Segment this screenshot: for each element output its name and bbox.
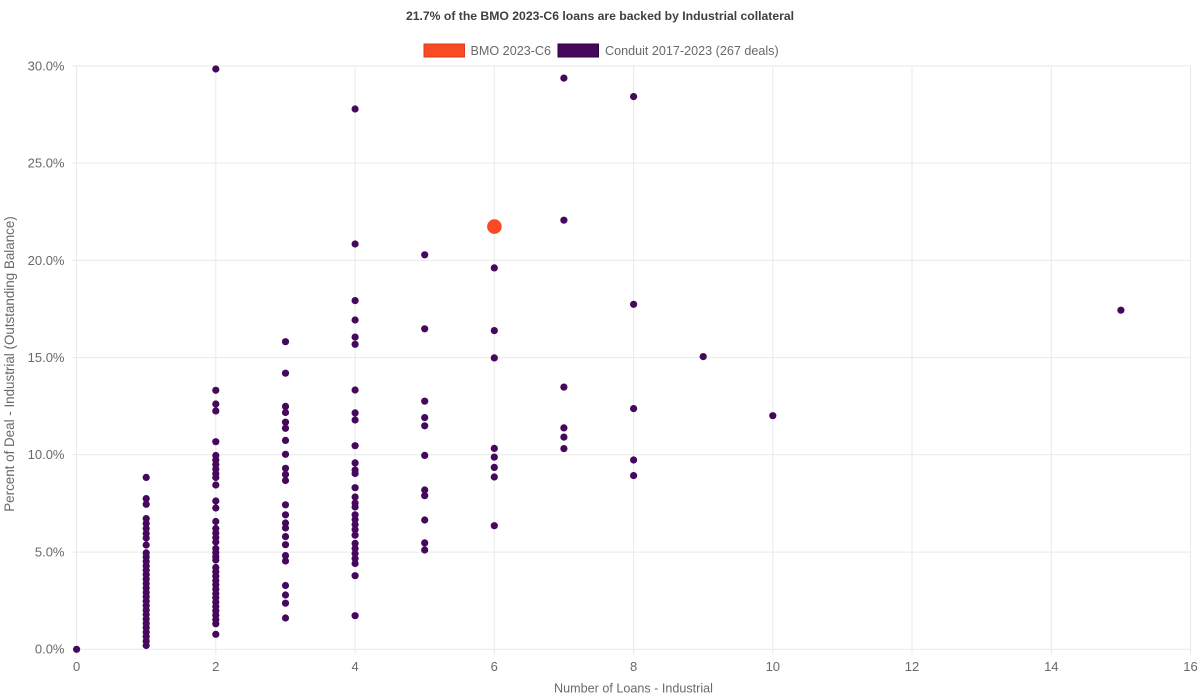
svg-text:6: 6 (491, 659, 498, 674)
svg-text:25.0%: 25.0% (28, 156, 65, 171)
svg-text:30.0%: 30.0% (28, 58, 65, 73)
svg-text:0: 0 (73, 659, 80, 674)
svg-text:15.0%: 15.0% (28, 350, 65, 365)
svg-text:BMO 2023-C6: BMO 2023-C6 (471, 44, 552, 58)
svg-text:16: 16 (1183, 659, 1197, 674)
svg-text:10.0%: 10.0% (28, 447, 65, 462)
svg-text:14: 14 (1044, 659, 1058, 674)
svg-text:5.0%: 5.0% (35, 545, 65, 560)
svg-text:8: 8 (630, 659, 637, 674)
svg-text:0.0%: 0.0% (35, 642, 65, 657)
svg-text:20.0%: 20.0% (28, 253, 65, 268)
svg-text:12: 12 (905, 659, 919, 674)
svg-text:Conduit 2017-2023 (267 deals): Conduit 2017-2023 (267 deals) (605, 44, 779, 58)
svg-text:4: 4 (351, 659, 358, 674)
svg-text:10: 10 (766, 659, 780, 674)
svg-text:Number of Loans - Industrial: Number of Loans - Industrial (554, 681, 713, 695)
svg-text:Percent of Deal - Industrial (: Percent of Deal - Industrial (Outstandin… (2, 216, 17, 512)
svg-text:2: 2 (212, 659, 219, 674)
svg-text:21.7% of the BMO 2023-C6 loans: 21.7% of the BMO 2023-C6 loans are backe… (406, 9, 794, 23)
